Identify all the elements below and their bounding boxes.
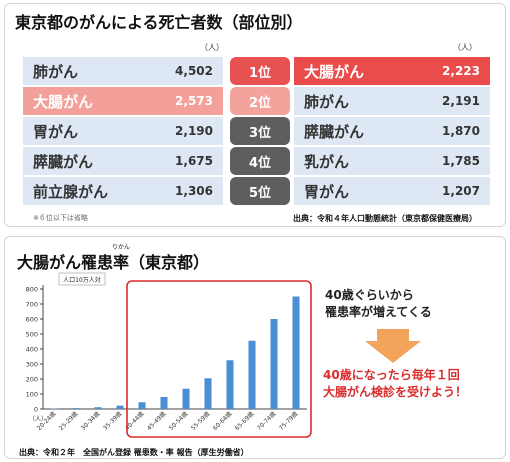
male-row: 大腸がん 2,573 <box>23 87 223 115</box>
x-tick-label: 75-79歳 <box>277 410 299 432</box>
male-site-name: 胃がん <box>33 122 79 141</box>
y-tick-label: 500 <box>26 331 38 339</box>
message-screening-line2: 大腸がん検診を受けよう！ <box>323 385 468 399</box>
female-row: 乳がん 1,785 <box>294 147 490 175</box>
bar <box>160 397 168 409</box>
female-site-name: 乳がん <box>304 152 350 171</box>
male-death-count: 1,675 <box>175 154 213 168</box>
female-row: 肺がん 2,191 <box>294 87 490 115</box>
male-death-count: 2,573 <box>175 94 213 108</box>
female-death-count: 1,785 <box>442 154 480 168</box>
female-death-count: 2,191 <box>442 94 480 108</box>
rank-badge: 5位 <box>230 177 290 205</box>
x-tick-label: 60-64歳 <box>211 410 233 432</box>
bar <box>226 360 234 409</box>
x-tick-label: 30-34歳 <box>79 410 101 432</box>
female-header: 女性 <box>303 36 328 50</box>
x-tick-label: 45-49歳 <box>145 410 167 432</box>
bar <box>204 378 212 409</box>
bar <box>138 402 146 409</box>
bar <box>116 405 124 409</box>
male-death-count: 2,190 <box>175 124 213 138</box>
incidence-panel: 大腸がん罹患率（東京都） りかん 0 100 200 300 400 500 600 700 8… <box>4 236 506 459</box>
female-site-name: 大腸がん <box>304 62 365 81</box>
omission-note: ※６位以下は省略 <box>33 214 88 222</box>
x-tick-label: 70-74歳 <box>255 410 277 432</box>
ruby-rikan: りかん <box>112 244 131 251</box>
y-tick-label: 0 <box>34 406 38 414</box>
female-death-count: 1,207 <box>442 184 480 198</box>
x-tick-label: 35-39歳 <box>101 410 123 432</box>
male-site-name: 膵臓がん <box>33 152 94 171</box>
message-screening-line1: 40歳になったら毎年１回 <box>323 368 460 382</box>
x-tick-label: 55-59歳 <box>189 410 211 432</box>
female-unit: （人） <box>453 43 477 52</box>
male-row: 肺がん 4,502 <box>23 57 223 85</box>
male-death-count: 4,502 <box>175 64 213 78</box>
female-site-name: 肺がん <box>304 92 350 111</box>
bar <box>270 319 278 409</box>
female-row: 胃がん 1,207 <box>294 177 490 205</box>
rank-badge: 3位 <box>230 117 290 145</box>
male-header: 男性 <box>31 36 56 50</box>
message-increase-line2: 罹患率が増えてくる <box>325 305 432 319</box>
x-tick-label: 65-69歳 <box>233 410 255 432</box>
x-tick-label: 25-29歳 <box>57 410 79 432</box>
male-site-name: 前立腺がん <box>33 182 109 201</box>
female-death-count: 1,870 <box>442 124 480 138</box>
death-ranking-title: 東京都のがんによる死亡者数（部位別） <box>15 13 303 32</box>
message-increase: 40歳ぐらいから 罹患率が増えてくる <box>325 287 432 321</box>
y-tick-label: 700 <box>26 301 38 309</box>
message-increase-line1: 40歳ぐらいから <box>325 288 414 302</box>
female-site-name: 膵臓がん <box>304 122 365 141</box>
x-tick-label: 50-54歳 <box>167 410 189 432</box>
down-arrow-icon <box>365 329 421 363</box>
y-unit-label: （人） <box>29 416 47 423</box>
bar <box>292 296 300 409</box>
legend-box <box>58 272 106 286</box>
legend-text: 人口10万人対 <box>63 276 101 284</box>
y-tick-label: 200 <box>26 376 38 384</box>
message-screening: 40歳になったら毎年１回 大腸がん検診を受けよう！ <box>323 367 467 401</box>
bar <box>72 408 80 409</box>
rank-badge: 4位 <box>230 147 290 175</box>
female-site-name: 胃がん <box>304 182 350 201</box>
death-ranking-panel: 東京都のがんによる死亡者数（部位別） 男性 （人） 女性 （人） 肺がん 4,50… <box>4 3 506 227</box>
death-source: 出典：令和４年人口動態統計（東京都保健医療局） <box>293 214 477 223</box>
female-row: 大腸がん 2,223 <box>294 57 490 85</box>
female-death-count: 2,223 <box>442 64 480 78</box>
incidence-source: 出典：令和２年 全国がん登録 罹患数・率 報告（厚生労働省） <box>19 448 249 457</box>
y-tick-label: 600 <box>26 316 38 324</box>
female-row: 膵臓がん 1,870 <box>294 117 490 145</box>
male-row: 前立腺がん 1,306 <box>23 177 223 205</box>
age40-highlight-box <box>126 280 312 438</box>
male-site-name: 大腸がん <box>33 92 94 111</box>
male-unit: （人） <box>200 43 224 52</box>
male-row: 胃がん 2,190 <box>23 117 223 145</box>
y-tick-label: 100 <box>26 391 38 399</box>
y-tick-label: 300 <box>26 361 38 369</box>
bar <box>182 388 190 409</box>
incidence-title: 大腸がん罹患率（東京都） <box>17 253 210 272</box>
rank-badge: 2位 <box>230 87 290 115</box>
male-site-name: 肺がん <box>33 62 79 81</box>
y-tick-label: 800 <box>26 286 38 294</box>
male-death-count: 1,306 <box>175 184 213 198</box>
rank-badge: 1位 <box>230 57 290 85</box>
bar <box>94 407 102 409</box>
y-tick-label: 400 <box>26 346 38 354</box>
male-row: 膵臓がん 1,675 <box>23 147 223 175</box>
incidence-bar-chart: 0100200300400500600700800（人）人口10万人対20-24… <box>26 272 312 438</box>
bar <box>248 340 256 409</box>
